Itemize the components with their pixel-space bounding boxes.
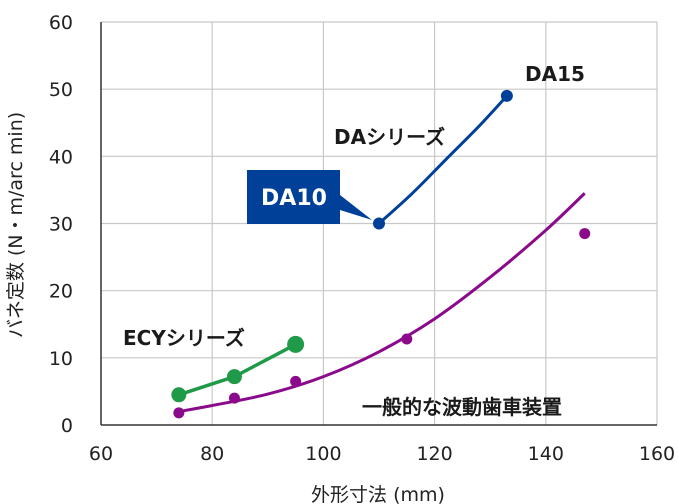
y-tick-label: 20 <box>49 281 73 303</box>
y-tick-label: 10 <box>49 348 73 370</box>
ecy-series-point <box>171 387 186 402</box>
general-data-point <box>579 228 590 239</box>
annotation-da10: DA10 <box>261 186 327 211</box>
da-series-point <box>373 218 385 230</box>
ecy-series-line <box>179 344 296 394</box>
general-data-point <box>401 334 412 345</box>
y-tick-label: 30 <box>49 214 73 236</box>
general-data-point <box>229 393 240 404</box>
series-0 <box>373 90 513 230</box>
y-tick-label: 50 <box>49 79 73 101</box>
annotation-general-harmonic-gear: 一般的な波動歯車装置 <box>362 395 562 419</box>
x-tick-label: 120 <box>416 443 452 465</box>
y-axis-title: バネ定数 (N・m/arc min) <box>5 112 27 338</box>
annotation-da-series: DAシリーズ <box>334 125 445 149</box>
annotation-da15: DA15 <box>525 62 585 86</box>
da10-callout: DA10 <box>247 170 372 224</box>
da-series-curve <box>379 96 507 224</box>
da-series-point <box>501 90 513 102</box>
x-tick-label: 100 <box>305 443 341 465</box>
ecy-series-point <box>287 336 304 353</box>
y-tick-label: 60 <box>49 12 73 34</box>
x-tick-label: 140 <box>528 443 564 465</box>
x-tick-label: 160 <box>639 443 675 465</box>
y-tick-label: 0 <box>61 415 73 437</box>
general-data-point <box>173 407 184 418</box>
x-axis-title: 外形寸法 (mm) <box>311 484 445 504</box>
annotation-ecy-series: ECYシリーズ <box>123 326 245 350</box>
general-data-point <box>290 376 301 387</box>
y-tick-label: 40 <box>49 146 73 168</box>
x-tick-label: 80 <box>200 443 224 465</box>
ecy-series-point <box>227 369 242 384</box>
x-tick-label: 60 <box>89 443 113 465</box>
